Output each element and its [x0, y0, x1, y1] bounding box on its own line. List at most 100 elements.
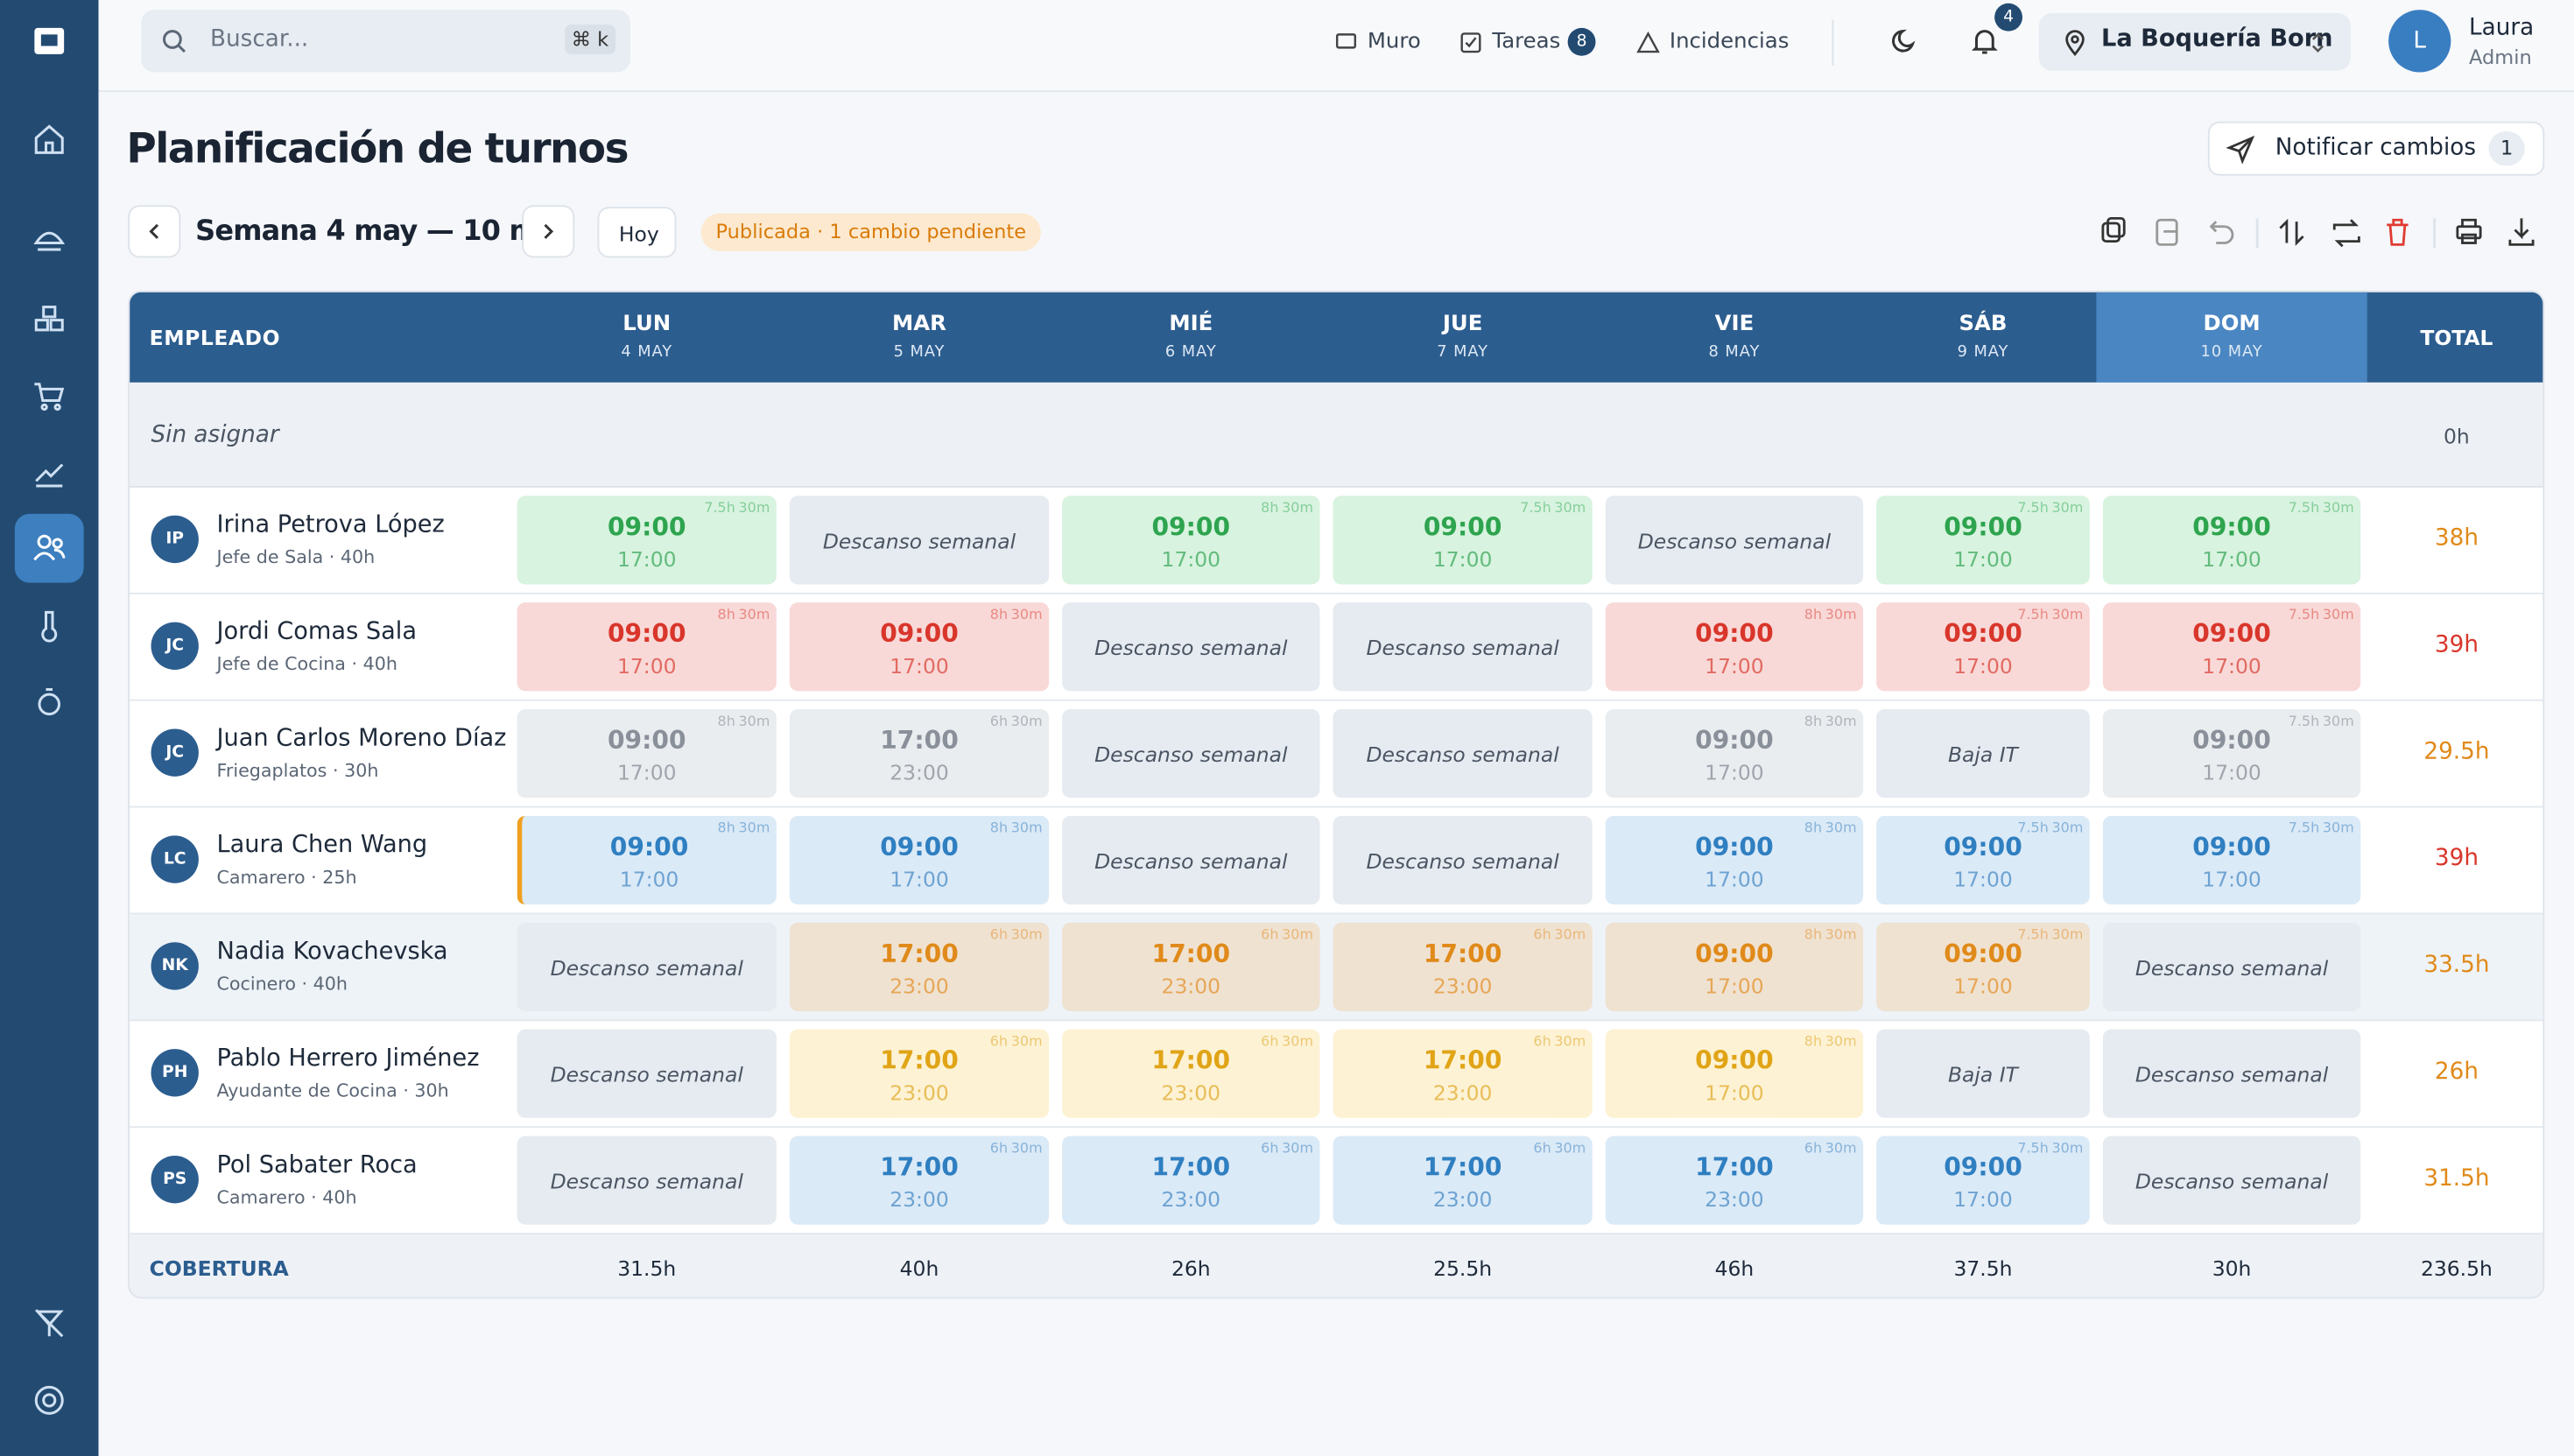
- next-week[interactable]: [522, 205, 575, 258]
- cart-icon[interactable]: [30, 376, 69, 415]
- shift-cell[interactable]: 17:00 23:00 6h 30m: [789, 709, 1050, 798]
- shift-start: 17:00: [880, 725, 959, 756]
- day-off-cell[interactable]: Descanso semanal: [517, 922, 777, 1011]
- download-button[interactable]: [2508, 218, 2535, 246]
- shift-end: 17:00: [2202, 760, 2261, 785]
- shift-cell[interactable]: 09:00 17:00 7.5h 30m: [1876, 1136, 2090, 1225]
- home-icon[interactable]: [30, 120, 69, 159]
- day-off-cell[interactable]: Descanso semanal: [1333, 815, 1593, 905]
- shift-duration: 7.5h: [2017, 927, 2049, 945]
- shift-cell[interactable]: 09:00 17:00 7.5h 30m: [2102, 496, 2361, 585]
- shift-duration: 8h: [989, 607, 1009, 624]
- user-name: Laura: [2469, 14, 2535, 41]
- search-box[interactable]: Buscar... ⌘ k: [141, 10, 630, 73]
- day-off-cell[interactable]: Descanso semanal: [789, 496, 1050, 585]
- shift-cell[interactable]: 09:00 17:00 8h 30m: [789, 602, 1050, 692]
- shift-cell[interactable]: 17:00 23:00 6h 30m: [1333, 922, 1593, 1011]
- shift-cell[interactable]: 17:00 23:00 6h 30m: [1062, 1029, 1320, 1118]
- shift-end: 17:00: [2202, 546, 2261, 572]
- day-off-cell[interactable]: Descanso semanal: [1062, 709, 1320, 798]
- repeat-button[interactable]: [2332, 219, 2360, 248]
- day-off-cell[interactable]: Descanso semanal: [2102, 1136, 2361, 1225]
- collapse-icon[interactable]: [30, 1304, 69, 1343]
- shift-cell[interactable]: 09:00 17:00 8h 30m: [1605, 1029, 1864, 1118]
- shift-cell[interactable]: 09:00 17:00 8h 30m: [1605, 709, 1864, 798]
- temperature-icon[interactable]: [30, 606, 69, 645]
- theme-toggle[interactable]: [1889, 26, 1919, 56]
- shift-cell[interactable]: 09:00 17:00 8h 30m: [1605, 922, 1864, 1011]
- paste-button[interactable]: [2156, 218, 2178, 246]
- stats-icon[interactable]: [30, 454, 69, 493]
- shift-cell[interactable]: 17:00 23:00 6h 30m: [789, 922, 1050, 1011]
- shift-cell[interactable]: 09:00 17:00 7.5h 30m: [1876, 922, 2090, 1011]
- delete-button[interactable]: [2387, 218, 2409, 246]
- prev-week[interactable]: [128, 205, 181, 258]
- shift-break: 30m: [1825, 1141, 1857, 1157]
- shift-cell[interactable]: 17:00 23:00 6h 30m: [1062, 1136, 1320, 1225]
- shift-break: 30m: [738, 820, 770, 838]
- shift-cell[interactable]: 09:00 17:00 8h 30m: [1062, 496, 1320, 585]
- day-off-cell[interactable]: Baja IT: [1876, 709, 2090, 798]
- shift-cell[interactable]: 09:00 17:00 7.5h 30m: [1333, 496, 1593, 585]
- shift-duration: 7.5h: [2017, 1141, 2049, 1157]
- shift-meta: 6h 30m: [990, 927, 1043, 944]
- shift-duration: 7.5h: [1520, 500, 1551, 517]
- shift-start: 09:00: [2192, 725, 2271, 756]
- day-off-cell[interactable]: Descanso semanal: [1605, 496, 1864, 585]
- menu-icon[interactable]: [30, 220, 69, 259]
- shift-cell[interactable]: 17:00 23:00 6h 30m: [789, 1136, 1050, 1225]
- day-off-cell[interactable]: Descanso semanal: [517, 1029, 777, 1118]
- unassigned-total: 0h: [2444, 423, 2470, 448]
- shift-cell[interactable]: 09:00 17:00 7.5h 30m: [517, 496, 777, 585]
- user-avatar[interactable]: L: [2388, 10, 2451, 73]
- today-button[interactable]: Hoy: [597, 207, 677, 258]
- shift-cell[interactable]: 17:00 23:00 6h 30m: [1062, 922, 1320, 1011]
- shift-end: 23:00: [890, 1186, 949, 1212]
- day-off-cell[interactable]: Descanso semanal: [1333, 709, 1593, 798]
- shift-cell[interactable]: 09:00 17:00 7.5h 30m: [1876, 815, 2090, 905]
- shift-cell[interactable]: 09:00 17:00 8h 30m: [789, 815, 1050, 905]
- shift-cell[interactable]: 17:00 23:00 6h 30m: [1333, 1136, 1593, 1225]
- active-item[interactable]: [14, 513, 84, 583]
- stock-icon[interactable]: [30, 299, 69, 338]
- notify-button[interactable]: Notificar cambios 1: [2207, 121, 2545, 176]
- day-off-cell[interactable]: Descanso semanal: [517, 1136, 777, 1225]
- shift-cell[interactable]: 17:00 23:00 6h 30m: [1333, 1029, 1593, 1118]
- day-off-cell[interactable]: Descanso semanal: [1333, 602, 1593, 692]
- shift-cell[interactable]: 09:00 17:00 8h 30m: [517, 709, 777, 798]
- nav-icon: [1636, 31, 1660, 53]
- day-off-cell[interactable]: Baja IT: [1876, 1029, 2090, 1118]
- shift-cell[interactable]: 17:00 23:00 6h 30m: [789, 1029, 1050, 1118]
- day-off-cell[interactable]: Descanso semanal: [2102, 922, 2361, 1011]
- copy-button[interactable]: [2101, 216, 2126, 243]
- logo[interactable]: [30, 23, 69, 62]
- avatar: JC: [151, 622, 199, 670]
- notifications-button[interactable]: [1970, 26, 2000, 56]
- day-off-cell[interactable]: Descanso semanal: [2102, 1029, 2361, 1118]
- help-icon[interactable]: [30, 1381, 69, 1420]
- staff-icon[interactable]: [30, 529, 69, 568]
- shift-meta: 6h 30m: [990, 714, 1043, 731]
- shift-end: 23:00: [1161, 1080, 1221, 1105]
- shift-cell[interactable]: 09:00 17:00 8h 30m: [517, 602, 777, 692]
- shift-cell[interactable]: 09:00 17:00 7.5h 30m: [2102, 815, 2361, 905]
- employee-total: 39h: [2434, 845, 2479, 872]
- shift-cell[interactable]: 09:00 17:00 7.5h 30m: [2102, 602, 2361, 692]
- sort-button[interactable]: [2279, 218, 2304, 246]
- location-selector[interactable]: La Boquería Born: [2038, 13, 2351, 71]
- day-off-cell[interactable]: Descanso semanal: [1062, 815, 1320, 905]
- print-button[interactable]: [2456, 218, 2482, 244]
- shift-cell[interactable]: 09:00 17:00 8h 30m: [1605, 602, 1864, 692]
- shift-cell[interactable]: 17:00 23:00 6h 30m: [1605, 1136, 1864, 1225]
- shift-meta: 7.5h 30m: [1520, 501, 1586, 517]
- shift-cell[interactable]: 09:00 17:00 8h 30m: [517, 815, 777, 905]
- shift-cell[interactable]: 09:00 17:00 7.5h 30m: [2102, 709, 2361, 798]
- day-off-cell[interactable]: Descanso semanal: [1062, 602, 1320, 692]
- shift-cell[interactable]: 09:00 17:00 7.5h 30m: [1876, 496, 2090, 585]
- shift-cell[interactable]: 09:00 17:00 7.5h 30m: [1876, 602, 2090, 692]
- shift-cell[interactable]: 09:00 17:00 8h 30m: [1605, 815, 1864, 905]
- shift-duration: 8h: [1804, 714, 1823, 731]
- timer-icon[interactable]: [30, 683, 69, 722]
- employee-row: PH Pablo Herrero Jiménez Ayudante de Cocin…: [130, 1021, 2543, 1129]
- undo-button[interactable]: [2209, 221, 2234, 244]
